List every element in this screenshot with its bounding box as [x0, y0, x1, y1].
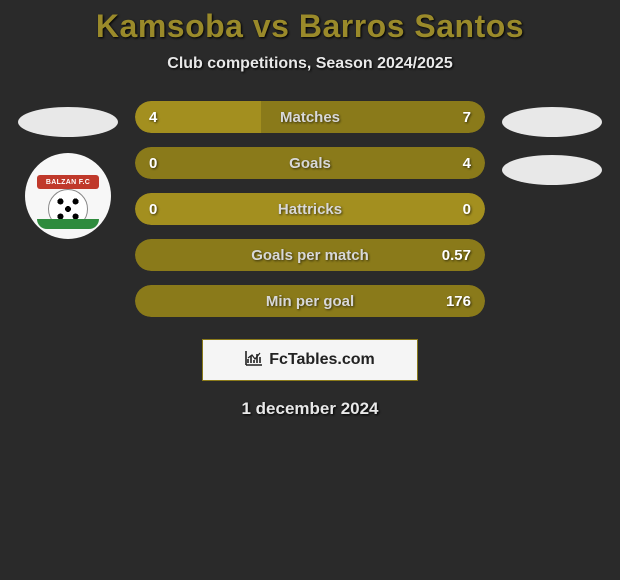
stat-label: Matches [280, 109, 340, 126]
badge-band: BALZAN F.C [37, 175, 99, 189]
stat-value-left: 0 [149, 155, 157, 172]
club-badge-left: BALZAN F.C [25, 153, 111, 239]
stat-value-right: 0.57 [442, 247, 471, 264]
stat-value-left: 0 [149, 201, 157, 218]
chart-icon [245, 350, 263, 371]
stat-value-left: 4 [149, 109, 157, 126]
player-right-placeholder [502, 107, 602, 137]
brand-footer: FcTables.com [202, 339, 418, 381]
page-title: Kamsoba vs Barros Santos [0, 8, 620, 45]
stat-bar: 4 Matches 7 [135, 101, 485, 133]
stat-value-right: 4 [463, 155, 471, 172]
badge-green-base [37, 219, 99, 229]
stat-label: Goals per match [251, 247, 369, 264]
infographic-container: Kamsoba vs Barros Santos Club competitio… [0, 0, 620, 419]
stat-label: Goals [289, 155, 331, 172]
stats-bars: 4 Matches 7 0 Goals 4 0 Hattricks 0 Goals per mat… [135, 101, 485, 317]
brand-text: FcTables.com [269, 351, 375, 369]
stat-bar: 0 Goals 4 [135, 147, 485, 179]
subtitle: Club competitions, Season 2024/2025 [0, 55, 620, 73]
stat-bar: Min per goal 176 [135, 285, 485, 317]
stat-value-right: 7 [463, 109, 471, 126]
stat-value-right: 0 [463, 201, 471, 218]
stat-label: Hattricks [278, 201, 342, 218]
club-right-placeholder [502, 155, 602, 185]
stat-bar: 0 Hattricks 0 [135, 193, 485, 225]
main-area: BALZAN F.C 4 Matches 7 0 Goals 4 0 Hattricks 0 Go… [0, 101, 620, 317]
stat-bar: Goals per match 0.57 [135, 239, 485, 271]
stat-value-right: 176 [446, 293, 471, 310]
left-column: BALZAN F.C [13, 101, 123, 239]
player-left-placeholder [18, 107, 118, 137]
stat-label: Min per goal [266, 293, 354, 310]
date-text: 1 december 2024 [0, 399, 620, 419]
right-column [497, 101, 607, 185]
